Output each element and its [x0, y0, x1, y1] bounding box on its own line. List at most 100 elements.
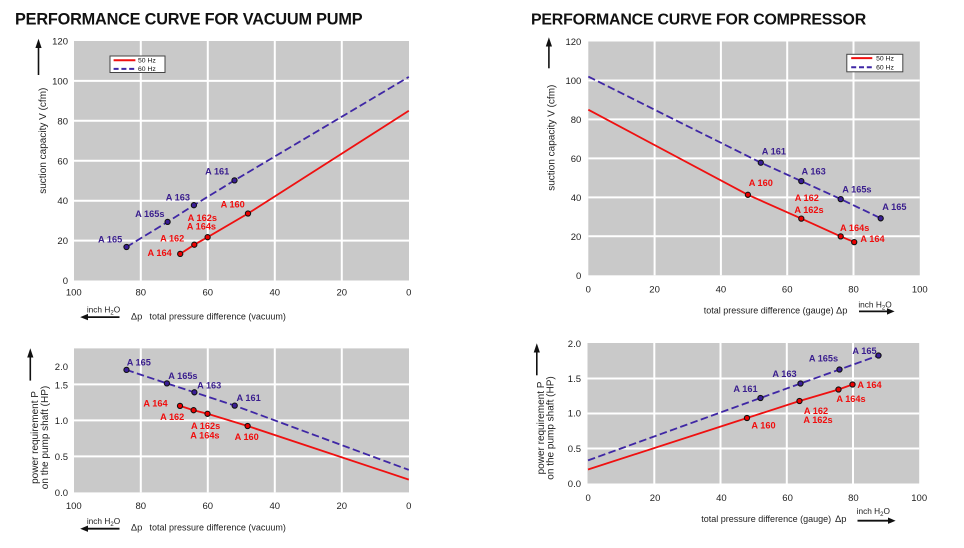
svg-text:power requirement P: power requirement P — [536, 381, 547, 474]
svg-text:A 164: A 164 — [143, 398, 168, 408]
svg-text:total pressure difference (vac: total pressure difference (vacuum) — [150, 312, 286, 322]
svg-text:100: 100 — [565, 76, 581, 87]
svg-text:Δp: Δp — [131, 522, 142, 533]
svg-text:100: 100 — [911, 493, 927, 504]
svg-text:A 165: A 165 — [127, 357, 151, 367]
svg-text:20: 20 — [650, 493, 661, 504]
svg-text:A 164: A 164 — [857, 380, 882, 390]
svg-text:on the pump shaft (HP): on the pump shaft (HP) — [546, 376, 557, 479]
svg-text:A 163: A 163 — [802, 166, 826, 176]
svg-text:40: 40 — [270, 287, 281, 298]
svg-text:40: 40 — [270, 501, 281, 512]
svg-text:2.0: 2.0 — [568, 339, 581, 350]
svg-text:A 164: A 164 — [148, 248, 173, 258]
svg-text:0: 0 — [406, 287, 411, 298]
svg-text:A 164s: A 164s — [836, 394, 865, 404]
svg-text:80: 80 — [57, 116, 68, 127]
svg-text:1.0: 1.0 — [55, 416, 68, 427]
svg-text:A 163: A 163 — [772, 369, 796, 379]
svg-text:A 162: A 162 — [160, 233, 184, 243]
svg-text:suction capacity V (cfm): suction capacity V (cfm) — [547, 85, 558, 191]
svg-text:Δp: Δp — [835, 513, 846, 524]
svg-text:total pressure difference (gau: total pressure difference (gauge) — [704, 306, 834, 316]
svg-text:0.5: 0.5 — [55, 452, 68, 463]
svg-text:60: 60 — [782, 284, 793, 295]
svg-text:60 Hz: 60 Hz — [138, 66, 156, 73]
svg-text:20: 20 — [337, 501, 348, 512]
svg-text:80: 80 — [136, 287, 147, 298]
svg-text:A 161: A 161 — [733, 384, 757, 394]
svg-text:100: 100 — [52, 76, 68, 87]
svg-text:50 Hz: 50 Hz — [138, 58, 156, 65]
svg-text:100: 100 — [66, 501, 82, 512]
svg-text:Δp: Δp — [131, 311, 142, 322]
svg-text:100: 100 — [66, 287, 82, 298]
svg-text:60: 60 — [203, 501, 214, 512]
svg-text:A 161: A 161 — [237, 393, 261, 403]
svg-text:total pressure difference (vac: total pressure difference (vacuum) — [150, 523, 286, 533]
svg-text:A 164s: A 164s — [187, 221, 216, 231]
svg-text:50 Hz: 50 Hz — [876, 55, 894, 62]
svg-text:A 160: A 160 — [221, 200, 245, 210]
svg-text:120: 120 — [52, 37, 68, 48]
svg-text:A 161: A 161 — [762, 146, 786, 156]
svg-text:20: 20 — [337, 287, 348, 298]
svg-text:60: 60 — [571, 154, 582, 165]
svg-text:A 163: A 163 — [197, 381, 221, 391]
svg-text:A 165s: A 165s — [135, 209, 164, 219]
svg-text:suction capacity V (cfm): suction capacity V (cfm) — [38, 88, 49, 194]
svg-text:A 162s: A 162s — [803, 415, 832, 425]
svg-text:80: 80 — [848, 493, 859, 504]
svg-text:60: 60 — [782, 493, 793, 504]
svg-text:2.0: 2.0 — [55, 362, 68, 373]
svg-text:PERFORMANCE CURVE FOR COMPRESS: PERFORMANCE CURVE FOR COMPRESSOR — [531, 12, 867, 29]
svg-text:0: 0 — [63, 276, 68, 287]
svg-text:40: 40 — [716, 493, 727, 504]
svg-text:100: 100 — [912, 284, 928, 295]
svg-text:20: 20 — [57, 236, 68, 247]
svg-text:1.0: 1.0 — [568, 409, 581, 420]
svg-text:A 162s: A 162s — [188, 213, 217, 223]
svg-text:on the pump shaft (HP): on the pump shaft (HP) — [40, 386, 51, 489]
svg-text:40: 40 — [57, 196, 68, 207]
svg-text:total pressure difference (gau: total pressure difference (gauge) — [701, 514, 831, 524]
svg-text:A 162: A 162 — [795, 193, 819, 203]
svg-text:1.5: 1.5 — [55, 380, 68, 391]
svg-text:PERFORMANCE CURVE FOR VACUUM P: PERFORMANCE CURVE FOR VACUUM PUMP — [15, 11, 363, 29]
svg-text:A 165s: A 165s — [809, 353, 838, 363]
svg-text:40: 40 — [571, 193, 582, 204]
svg-text:A 163: A 163 — [166, 193, 190, 203]
svg-text:A 164s: A 164s — [840, 223, 869, 233]
svg-text:A 164s: A 164s — [190, 431, 219, 441]
svg-text:A 160: A 160 — [235, 432, 259, 442]
svg-text:0.5: 0.5 — [568, 444, 581, 455]
svg-text:60: 60 — [203, 287, 214, 298]
svg-text:20: 20 — [649, 284, 660, 295]
svg-text:A 162: A 162 — [160, 412, 184, 422]
svg-text:A 165: A 165 — [98, 234, 122, 244]
svg-text:0: 0 — [406, 501, 411, 512]
svg-text:20: 20 — [571, 232, 582, 243]
svg-text:120: 120 — [565, 37, 581, 48]
svg-text:A 165: A 165 — [852, 346, 876, 356]
svg-text:A 160: A 160 — [751, 420, 775, 430]
svg-text:A 165s: A 165s — [168, 371, 197, 381]
svg-text:1.5: 1.5 — [568, 374, 581, 385]
svg-text:A 162s: A 162s — [794, 205, 823, 215]
svg-text:0.0: 0.0 — [568, 479, 581, 490]
svg-text:A 162s: A 162s — [191, 421, 220, 431]
svg-text:A 160: A 160 — [749, 178, 773, 188]
svg-text:80: 80 — [848, 284, 859, 295]
svg-text:0: 0 — [586, 284, 591, 295]
svg-text:0: 0 — [576, 271, 581, 282]
svg-text:0.0: 0.0 — [55, 488, 68, 499]
svg-text:power requirement P: power requirement P — [30, 391, 41, 484]
svg-text:80: 80 — [136, 501, 147, 512]
svg-text:Δp: Δp — [836, 305, 847, 316]
svg-text:A 164: A 164 — [860, 234, 885, 244]
svg-text:A 165: A 165 — [882, 202, 906, 212]
svg-text:60: 60 — [57, 156, 68, 167]
svg-text:A 165s: A 165s — [842, 185, 871, 195]
svg-text:60 Hz: 60 Hz — [876, 65, 894, 72]
svg-text:80: 80 — [571, 115, 582, 126]
